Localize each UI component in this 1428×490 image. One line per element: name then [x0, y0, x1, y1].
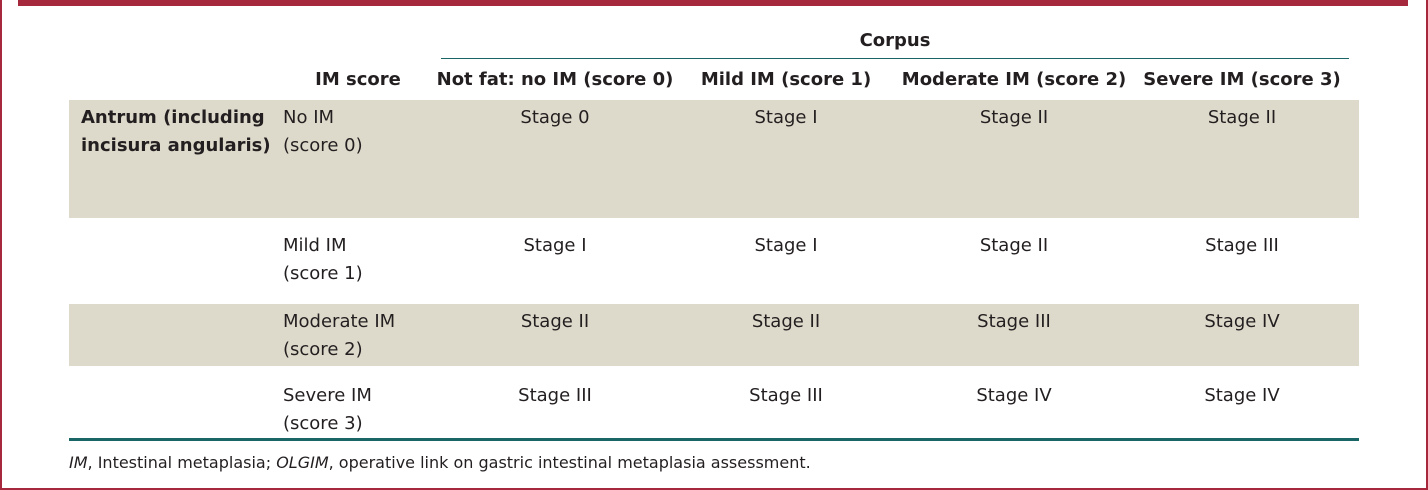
stage-cell: Stage III	[749, 385, 823, 406]
stage-cell: Stage I	[754, 235, 818, 256]
footnote-abbr-im: IM	[69, 453, 88, 472]
stage-cell: Stage IV	[976, 385, 1052, 406]
stage-cell: Stage III	[518, 385, 592, 406]
header-col-2: Moderate IM (score 2)	[901, 68, 1127, 90]
header-corpus: Corpus	[441, 22, 1349, 59]
table-footnote: IM, Intestinal metaplasia; OLGIM, operat…	[69, 453, 811, 472]
antrum-label	[81, 378, 271, 382]
stage-cell: Stage I	[754, 107, 818, 128]
stage-cell: Stage IV	[1204, 311, 1280, 332]
stage-cell: Stage III	[977, 311, 1051, 332]
im-score: (score 1)	[283, 263, 363, 284]
im-score: (score 2)	[283, 339, 363, 360]
footnote-def-olgim: , operative link on gastric intestinal m…	[328, 453, 811, 472]
im-name: Moderate IM	[283, 311, 396, 332]
stage-cell: Stage II	[520, 311, 590, 332]
stage-cell: Stage II	[751, 311, 821, 332]
stage-cell: Stage II	[1207, 107, 1277, 128]
footnote-abbr-olgim: OLGIM	[276, 453, 329, 472]
table-row: Severe IM (score 3) Stage III Stage III …	[69, 378, 1359, 440]
im-score: (score 3)	[283, 413, 363, 434]
header-col-0: Not fat: no IM (score 0)	[436, 68, 674, 90]
stage-cell: Stage IV	[1204, 385, 1280, 406]
top-accent-bar	[18, 0, 1408, 6]
antrum-label	[81, 228, 271, 232]
column-header-row: IM score Not fat: no IM (score 0) Mild I…	[69, 58, 1359, 100]
im-score: (score 0)	[283, 135, 363, 156]
im-label: Moderate IM (score 2)	[283, 304, 433, 364]
stage-cell: Stage II	[979, 107, 1049, 128]
antrum-label: Antrum (including incisura angularis)	[81, 107, 271, 156]
stage-cell: Stage III	[1205, 235, 1279, 256]
im-name: Severe IM	[283, 385, 372, 406]
antrum-label	[81, 304, 271, 308]
im-name: No IM	[283, 107, 335, 128]
footnote-def-im: , Intestinal metaplasia;	[87, 453, 277, 472]
im-label: Mild IM (score 1)	[283, 228, 433, 288]
table-bottom-rule	[69, 438, 1359, 441]
im-label: No IM (score 0)	[283, 100, 433, 160]
im-label: Severe IM (score 3)	[283, 378, 433, 438]
header-col-3: Severe IM (score 3)	[1143, 68, 1341, 90]
stage-cell: Stage I	[523, 235, 587, 256]
header-im-score: IM score	[315, 68, 401, 90]
table-row: Moderate IM (score 2) Stage II Stage II …	[69, 304, 1359, 366]
header-col-1: Mild IM (score 1)	[700, 68, 872, 90]
table-row: Mild IM (score 1) Stage I Stage I Stage …	[69, 228, 1359, 304]
im-name: Mild IM	[283, 235, 347, 256]
stage-cell: Stage II	[979, 235, 1049, 256]
stage-cell: Stage 0	[520, 107, 590, 128]
table-row: Antrum (including incisura angularis) No…	[69, 100, 1359, 218]
